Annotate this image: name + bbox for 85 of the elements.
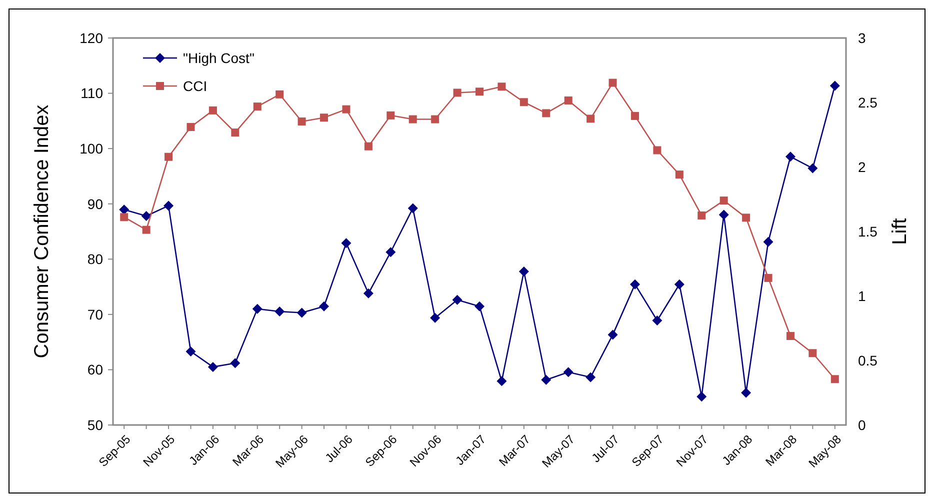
point [231, 128, 240, 137]
point [296, 308, 307, 318]
y-tick-label: 110 [80, 85, 104, 102]
point [586, 372, 596, 382]
point [786, 332, 794, 340]
y-tick-label: 60 [87, 362, 104, 378]
point [653, 146, 662, 154]
point [564, 96, 572, 104]
point [830, 80, 840, 91]
point [408, 203, 418, 214]
point [453, 88, 462, 97]
point [785, 152, 796, 162]
point [741, 388, 752, 398]
point [808, 163, 818, 174]
y2-tick-label: 1.5 [858, 223, 878, 240]
point [319, 301, 330, 312]
point [452, 294, 462, 305]
point [586, 114, 595, 123]
legend-label: CCI [183, 78, 208, 94]
point [230, 358, 240, 368]
point [763, 236, 774, 247]
point [520, 98, 528, 106]
y2-tick-label: 0.5 [858, 352, 878, 368]
point [630, 112, 639, 120]
point [186, 123, 195, 132]
point [496, 376, 507, 386]
point [142, 226, 150, 234]
point [274, 306, 285, 316]
point [808, 349, 817, 358]
point [718, 210, 729, 220]
point [276, 90, 284, 98]
legend-label: "High Cost" [183, 50, 254, 66]
y-tick-label: 50 [87, 416, 104, 433]
point [476, 88, 484, 96]
point [474, 301, 484, 312]
y-axis-title: Consumer Confidence Index [31, 104, 53, 358]
point [498, 82, 506, 91]
point [164, 200, 174, 211]
y2-tick-label: 3 [858, 30, 866, 46]
point [674, 279, 684, 290]
point [698, 211, 706, 220]
point [164, 152, 173, 161]
point [320, 114, 328, 122]
point [298, 117, 306, 126]
point [364, 142, 372, 150]
y-tick-label: 90 [87, 196, 104, 212]
point [608, 330, 618, 340]
point [386, 111, 395, 120]
point [342, 105, 350, 114]
y-tick-label: 100 [80, 140, 104, 156]
point [764, 274, 772, 282]
y2-tick-label: 2 [858, 158, 866, 175]
point [208, 362, 218, 372]
y2-axis-title: Lift [889, 218, 911, 245]
point [119, 204, 130, 215]
point [608, 78, 617, 87]
point [696, 392, 707, 402]
point [408, 115, 417, 124]
y2-tick-label: 2.5 [858, 94, 878, 110]
y-tick-label: 70 [87, 306, 104, 322]
point [742, 214, 750, 222]
point [363, 288, 374, 298]
point [141, 211, 152, 222]
point [541, 374, 552, 385]
point [630, 279, 640, 290]
y-tick-label: 80 [87, 251, 104, 268]
point [518, 266, 529, 276]
point [253, 102, 262, 111]
point [120, 213, 128, 222]
point [252, 304, 262, 314]
point [563, 367, 574, 378]
point [341, 238, 352, 248]
point [720, 196, 728, 205]
point [186, 346, 196, 356]
point [430, 312, 440, 323]
y2-tick-label: 0 [858, 416, 866, 433]
y-tick-label: 120 [80, 30, 104, 46]
y2-tick-label: 1 [858, 288, 866, 304]
point [652, 316, 662, 326]
point [675, 170, 684, 179]
point [431, 115, 440, 124]
point [542, 109, 550, 118]
point [830, 375, 839, 384]
point [386, 247, 396, 258]
point [208, 106, 217, 114]
